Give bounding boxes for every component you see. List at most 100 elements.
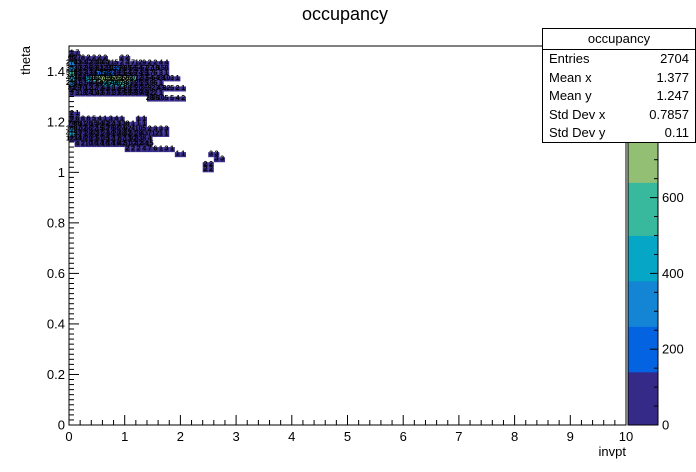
heatmap-cell bbox=[85, 116, 92, 122]
heatmap-cell bbox=[102, 81, 108, 87]
stats-row-mean-y: Mean y 1.247 bbox=[543, 87, 695, 106]
heatmap-cell bbox=[124, 66, 131, 72]
plot-frame bbox=[68, 45, 627, 426]
heatmap-cell bbox=[102, 126, 108, 132]
heatmap-cell bbox=[119, 66, 125, 72]
cell-label: 81 bbox=[107, 85, 115, 92]
heatmap-cell bbox=[74, 131, 81, 137]
heatmap-cell bbox=[169, 76, 175, 82]
cell-label: 32 bbox=[129, 141, 137, 148]
stats-row-entries: Entries 2704 bbox=[543, 50, 695, 69]
cell-label: 42 bbox=[118, 141, 126, 148]
heatmap-cell bbox=[74, 142, 81, 148]
heatmap-cell bbox=[130, 142, 136, 148]
heatmap-cell bbox=[152, 86, 159, 92]
heatmap-cell bbox=[124, 56, 131, 62]
heatmap-cell bbox=[85, 131, 92, 137]
palette-segment bbox=[628, 220, 658, 229]
heatmap-cell bbox=[91, 76, 97, 82]
heatmap-cell bbox=[96, 66, 103, 72]
palette-segment bbox=[628, 341, 658, 350]
cell-label: 54 bbox=[146, 75, 154, 82]
heatmap-cell bbox=[107, 61, 114, 67]
heatmap-cell bbox=[91, 121, 97, 127]
heatmap-cell bbox=[85, 76, 92, 82]
cell-label: 404 bbox=[66, 75, 78, 82]
heatmap-cell bbox=[80, 91, 86, 97]
cell-label: 27 bbox=[73, 55, 81, 62]
heatmap-cell bbox=[119, 61, 125, 67]
cell-label: 13 bbox=[112, 120, 120, 127]
cell-label: 3 bbox=[170, 75, 174, 82]
heatmap-cell bbox=[158, 61, 164, 67]
heatmap-cell bbox=[96, 121, 103, 127]
palette-segment bbox=[628, 288, 658, 297]
heatmap-cell bbox=[124, 61, 131, 67]
cell-label: 2 bbox=[137, 146, 141, 153]
heatmap-cell bbox=[135, 131, 142, 137]
cell-label: 8 bbox=[126, 120, 130, 127]
cell-label: 93 bbox=[79, 70, 87, 77]
heatmap-cell bbox=[91, 81, 97, 87]
heatmap-cell bbox=[107, 81, 114, 87]
palette-segment bbox=[628, 311, 658, 320]
palette-segment bbox=[628, 387, 658, 396]
cell-label: 29 bbox=[140, 70, 148, 77]
heatmap-cell bbox=[152, 147, 159, 153]
heatmap-cell bbox=[74, 121, 81, 127]
cell-label: 82 bbox=[101, 125, 109, 132]
cell-label: 1 bbox=[159, 90, 163, 97]
heatmap-cell bbox=[163, 96, 170, 102]
heatmap-cell bbox=[152, 131, 159, 137]
cell-label: 69 bbox=[107, 130, 115, 137]
cell-label: 85 bbox=[124, 65, 132, 72]
cell-label: 87 bbox=[118, 136, 126, 143]
heatmap-cell bbox=[158, 126, 164, 132]
cell-label: 4 bbox=[126, 60, 130, 67]
cell-label: 1 bbox=[120, 115, 124, 122]
palette-segment bbox=[628, 144, 658, 153]
heatmap-cell bbox=[119, 71, 125, 77]
palette-segment bbox=[628, 280, 658, 289]
palette-segment bbox=[628, 364, 658, 373]
cell-label: 16 bbox=[79, 136, 87, 143]
cell-label: 32 bbox=[79, 125, 87, 132]
cell-label: 16 bbox=[90, 141, 98, 148]
stats-value: 0.11 bbox=[664, 125, 689, 140]
heatmap-cell bbox=[130, 121, 136, 127]
heatmap-cell bbox=[146, 76, 153, 82]
heatmap-cell bbox=[146, 86, 153, 92]
palette-segment bbox=[628, 273, 658, 282]
cell-label: 7 bbox=[148, 130, 152, 137]
heatmap-cell bbox=[141, 76, 147, 82]
cell-label: 6 bbox=[153, 146, 157, 153]
heatmap-cell bbox=[141, 131, 147, 137]
heatmap-cell bbox=[130, 81, 136, 87]
palette-segment bbox=[628, 235, 658, 244]
cell-label: 1 bbox=[142, 115, 146, 122]
cell-label: 3 bbox=[165, 125, 169, 132]
heatmap-cell bbox=[69, 76, 75, 82]
cell-label: 61 bbox=[107, 90, 115, 97]
heatmap-cell bbox=[85, 136, 92, 143]
heatmap-cell bbox=[102, 86, 108, 92]
cell-label: 6 bbox=[153, 70, 157, 77]
heatmap-cell bbox=[69, 71, 75, 77]
x-tick-label: 3 bbox=[232, 429, 239, 444]
cell-label: 86 bbox=[112, 125, 120, 132]
cell-label: 48 bbox=[118, 130, 126, 137]
x-tick-label: 9 bbox=[567, 429, 574, 444]
x-axis-label: invpt bbox=[599, 444, 627, 459]
heatmap-cell bbox=[80, 126, 86, 132]
heatmap-cell bbox=[146, 61, 153, 67]
cell-label: 55 bbox=[129, 80, 137, 87]
cell-label: 14 bbox=[107, 141, 115, 148]
cell-label: 67 bbox=[101, 90, 109, 97]
palette-segment bbox=[628, 243, 658, 252]
cell-label: 54 bbox=[135, 65, 143, 72]
heatmap-cell bbox=[152, 61, 159, 67]
heatmap-cell bbox=[96, 56, 103, 62]
cell-label: 3 bbox=[220, 156, 224, 163]
cell-label: 2 bbox=[131, 146, 135, 153]
